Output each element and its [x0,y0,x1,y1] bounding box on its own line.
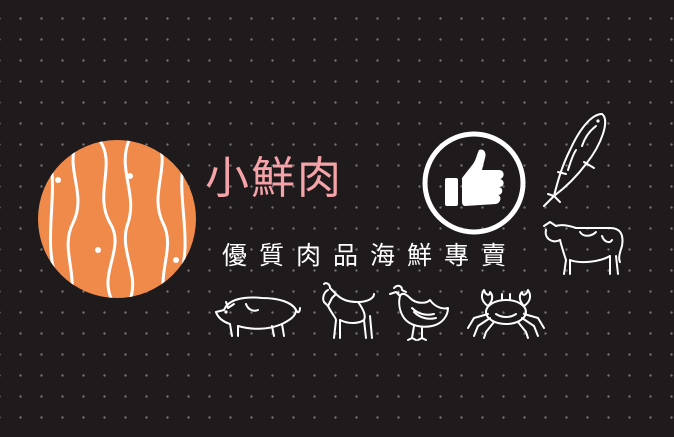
chicken-icon [386,282,452,342]
thumbs-up-icon [421,130,527,236]
crab-icon [466,288,546,340]
brand-tagline: 優質肉品海鮮專賣 [222,241,519,270]
salmon-slice-icon [38,138,196,300]
pig-icon [212,290,302,340]
fish-icon [540,110,614,210]
goat-icon [318,280,378,342]
brand-title: 小鮮肉 [205,153,343,204]
cow-icon [540,216,630,280]
